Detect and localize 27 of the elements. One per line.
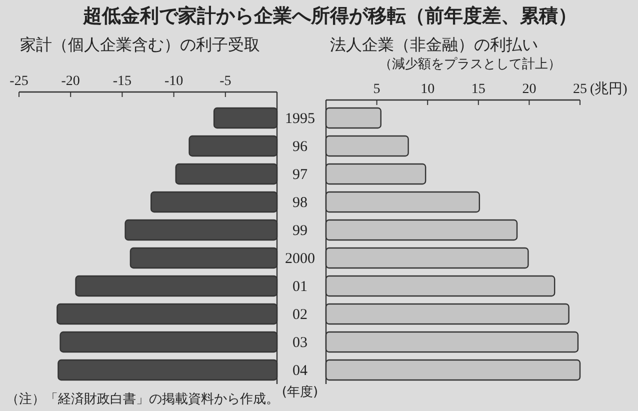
x-tick-label: -10 bbox=[164, 74, 184, 89]
y-tick-label: 2000 bbox=[285, 251, 315, 267]
y-tick-label: 03 bbox=[292, 335, 308, 351]
y-tick-label: 96 bbox=[292, 139, 308, 155]
x-tick-label: 5 bbox=[373, 82, 380, 97]
x-tick-label: -20 bbox=[61, 74, 80, 89]
chart-subtitle: 家計（個人企業含む）の利子受取 bbox=[20, 35, 260, 54]
y-tick-label: 99 bbox=[292, 223, 308, 239]
x-tick-label: -25 bbox=[10, 74, 28, 89]
x-tick-label: 15 bbox=[471, 82, 486, 97]
x-axis-title: (兆円) bbox=[590, 81, 628, 97]
text: （注）「経済財政白書」の掲載資料から作成。 bbox=[6, 391, 279, 407]
y-tick-label: 04 bbox=[292, 363, 308, 379]
y-tick-label: 97 bbox=[292, 167, 308, 183]
chart-subtitle: （減少額をプラスとして計上） bbox=[379, 57, 561, 72]
y-tick-label: 01 bbox=[292, 279, 308, 295]
x-tick-label: -15 bbox=[112, 74, 132, 89]
y-tick-label: 02 bbox=[292, 307, 308, 323]
x-tick-label: 10 bbox=[420, 82, 435, 97]
y-tick-label: 1995 bbox=[285, 111, 315, 127]
x-tick-label: -5 bbox=[220, 74, 232, 89]
y-axis-title: (年度) bbox=[282, 384, 318, 400]
text: 超低金利で家計から企業へ所得が移転（前年度差、累積） bbox=[82, 5, 577, 27]
y-tick-label: 98 bbox=[292, 195, 308, 211]
chart-title: 法人企業（非金融）の利払い bbox=[330, 35, 538, 54]
x-tick-label: 20 bbox=[522, 82, 536, 97]
x-tick-label: 25 bbox=[573, 82, 587, 97]
